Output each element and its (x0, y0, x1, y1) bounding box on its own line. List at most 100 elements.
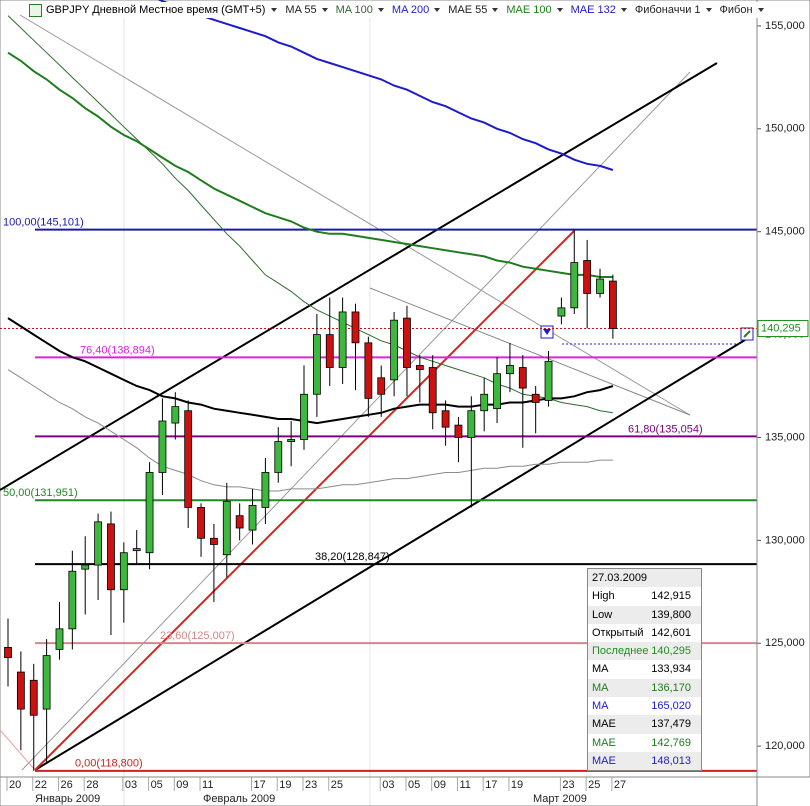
candle-body (55, 628, 64, 650)
candle-body (261, 472, 270, 508)
dropdown-arrow[interactable] (705, 8, 712, 12)
info-label: MAE (592, 718, 616, 731)
toolbar-item[interactable]: MAE 55 (448, 4, 502, 16)
x-tick-label: 25 (588, 779, 600, 791)
toolbar-item[interactable]: MAE 132 (571, 4, 631, 16)
dropdown-arrow[interactable] (492, 8, 499, 12)
x-tick-label: 17 (254, 779, 266, 791)
month-label: Январь 2009 (35, 793, 100, 805)
candle-body (94, 521, 102, 566)
dropdown-arrow[interactable] (434, 8, 441, 12)
trend-line (19, 14, 691, 416)
info-value: 165,020 (651, 700, 691, 713)
dropdown-arrow[interactable] (377, 8, 384, 12)
candle-body (583, 260, 592, 294)
info-value: 139,800 (651, 608, 691, 621)
price-axis (756, 0, 810, 778)
x-tick-label: 05 (408, 779, 420, 791)
toolbar-label[interactable]: MA 55 (285, 4, 317, 16)
candle-body (390, 319, 399, 381)
info-label: MA (592, 700, 609, 713)
candle-body (107, 523, 115, 591)
candle-body (300, 393, 308, 440)
candle-body (312, 334, 321, 395)
info-value: 137,479 (651, 718, 691, 731)
dropdown-arrow[interactable] (757, 8, 764, 12)
indicator-line (7, 51, 613, 278)
symbol-icon[interactable] (29, 3, 42, 17)
toolbar-item[interactable]: Фибон (720, 4, 768, 16)
toolbar-item[interactable]: MAE 100 (506, 4, 566, 16)
x-tick-label: 25 (331, 779, 343, 791)
info-row: Последнее 140,295 (588, 642, 701, 661)
info-label: MAE (592, 754, 616, 767)
dropdown-arrow[interactable] (271, 8, 278, 12)
candle-body (16, 671, 25, 710)
trend-line (21, 71, 691, 771)
last-price-tag (757, 320, 809, 338)
candle-body (274, 441, 283, 473)
info-label: Открытый (592, 626, 644, 639)
y-tick-label: 125,000 (765, 637, 805, 649)
info-date: 27.03.2009 (592, 572, 648, 584)
symbol[interactable]: GBPJPY Дневной Местное время (GMT+5) (46, 4, 266, 16)
x-tick-label: 19 (511, 779, 523, 791)
candle-body (222, 500, 231, 556)
candle-body (596, 278, 604, 294)
info-row: MAE 148,013 (588, 751, 701, 771)
toolbar-label[interactable]: MAE 55 (448, 4, 488, 16)
x-tick-label: 20 (9, 779, 21, 791)
dropdown-arrow[interactable] (556, 8, 563, 12)
trend-line (0, 729, 36, 771)
dropdown-arrow[interactable] (620, 8, 627, 12)
candle-body (184, 410, 193, 508)
info-row: MA 136,170 (588, 678, 701, 698)
toolbar-item[interactable]: MA 55 (285, 4, 331, 16)
info-value: 140,295 (651, 645, 691, 658)
toolbar-label[interactable]: MA 200 (391, 4, 430, 16)
info-row: MAE 142,769 (588, 734, 701, 752)
candle-body (4, 646, 12, 659)
candle-body (197, 507, 205, 539)
x-tick-label: 22 (35, 779, 47, 791)
fib-level-label: 38,20(128,847) (315, 551, 390, 563)
toolbar-label[interactable]: Фибоначчи 1 (634, 4, 701, 16)
candle-body (351, 311, 360, 344)
x-tick-label: 23 (562, 779, 574, 791)
candle-body (210, 537, 218, 545)
y-tick-label: 155,000 (765, 20, 805, 32)
info-value: 136,170 (651, 681, 691, 694)
y-tick-label: 130,000 (765, 534, 805, 546)
x-tick-label: 09 (176, 779, 188, 791)
x-tick-label: 27 (614, 779, 626, 791)
fib-level-label: 76,40(138,894) (80, 344, 155, 356)
info-row: Открытый 142,601 (588, 624, 701, 642)
fib-level-label: 100,00(145,101) (3, 217, 84, 229)
x-tick-label: 05 (151, 779, 163, 791)
order-marker-arrow (543, 329, 551, 335)
x-tick-label: 23 (305, 779, 317, 791)
info-row: MA 165,020 (588, 697, 701, 715)
toolbar-item[interactable]: MA 100 (336, 4, 388, 16)
toolbar-label[interactable]: Фибон (719, 4, 753, 16)
toolbar-item[interactable]: Фибоначчи 1 (635, 4, 716, 16)
x-tick-label: 03 (125, 779, 137, 791)
toolbar-label[interactable]: MA 100 (335, 4, 373, 16)
indicator-line (7, 15, 613, 414)
candle-body (570, 262, 579, 309)
info-value: 142,769 (651, 736, 691, 749)
trend-line (369, 287, 691, 416)
candle-body (287, 439, 296, 442)
toolbar-label[interactable]: MAE 132 (570, 4, 616, 16)
y-tick-label: 150,000 (765, 123, 805, 135)
toolbar-item[interactable]: MA 200 (392, 4, 444, 16)
month-label: Март 2009 (533, 793, 587, 805)
indicator-line (157, 0, 614, 171)
candle-body (325, 334, 334, 368)
time-axis (0, 776, 758, 806)
candle-body (506, 365, 514, 375)
last-price-label: 140,295 (761, 322, 801, 334)
candle-body (428, 367, 437, 414)
toolbar-label[interactable]: MAE 100 (506, 4, 552, 16)
dropdown-arrow[interactable] (321, 8, 328, 12)
